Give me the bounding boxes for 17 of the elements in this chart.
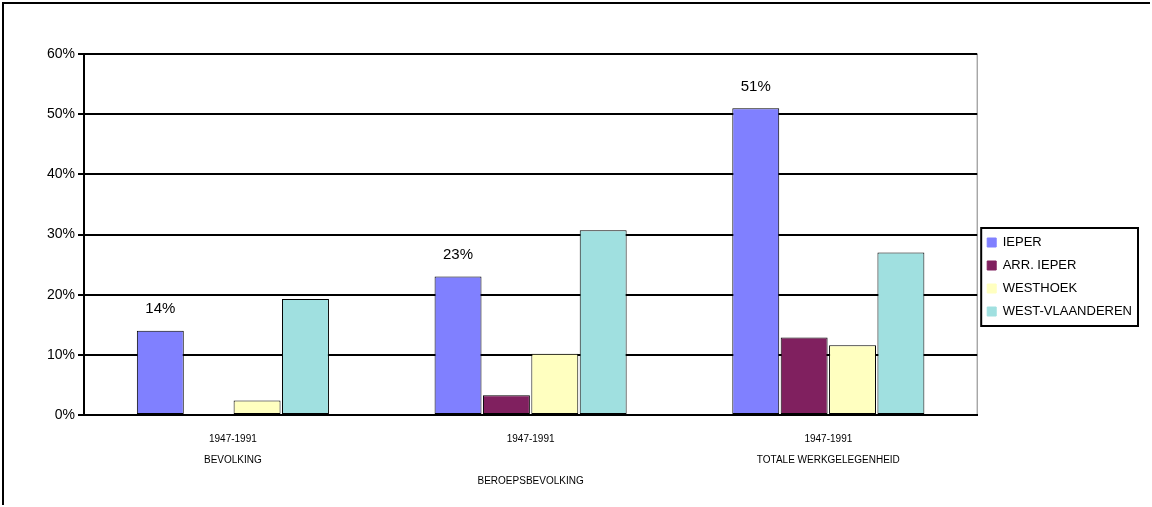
legend-label: IEPER [1002, 234, 1042, 250]
legend-label: WESTHOEK [1002, 280, 1078, 296]
y-tick-label: 10% [46, 345, 76, 362]
y-tick-label: 30% [46, 225, 76, 242]
y-tick-label: 40% [46, 165, 76, 182]
data-label: 14% [145, 299, 176, 317]
y-tick-label: 60% [46, 44, 76, 61]
data-label: 51% [740, 76, 771, 94]
y-tick-label: 0% [54, 405, 76, 422]
data-label: 23% [443, 245, 474, 263]
x-tick-label: 1947-1991 TOTALE WERKGELEGENHEID [756, 433, 900, 466]
legend-label: WEST-VLAANDEREN [1002, 303, 1133, 319]
category-label: 1947-1991 BEROEPSBEVOLKING [477, 433, 584, 487]
x-tick-label: 1947-1991 BEVOLKING [203, 433, 262, 466]
y-tick-label: 50% [46, 105, 76, 122]
y-tick-label: 20% [46, 285, 76, 302]
legend-label: ARR. IEPER [1002, 257, 1077, 273]
